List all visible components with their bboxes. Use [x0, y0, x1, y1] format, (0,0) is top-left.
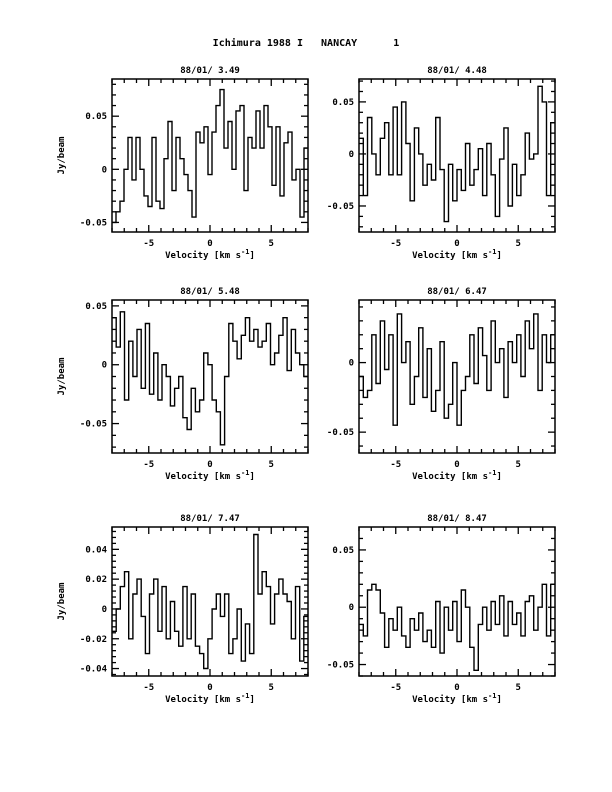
y-tick-label: 0.05	[332, 546, 354, 556]
y-tick-label: 0	[102, 361, 107, 371]
x-tick-label: 0	[207, 460, 212, 470]
panel-5: 88/01/ 7.47 -5 0 5 -0.04 -0.02 0 0.02 0.04 Veloci…	[57, 514, 309, 705]
y-tick-label: -0.02	[80, 635, 107, 645]
x-tick-label: -5	[143, 683, 154, 693]
y-tick-label: 0	[102, 165, 107, 175]
panel-title: 88/01/ 8.47	[427, 514, 487, 524]
panel-title: 88/01/ 5.48	[180, 287, 240, 297]
y-tick-label: -0.05	[327, 661, 354, 671]
panel-title: 88/01/ 7.47	[180, 514, 240, 524]
x-axis-label: Velocity [km s-1]	[412, 248, 502, 261]
x-axis-label: Velocity [km s-1]	[412, 692, 502, 705]
x-tick-label: 5	[516, 239, 521, 249]
plot-frame	[111, 78, 309, 233]
x-tick-label: 5	[516, 460, 521, 470]
x-tick-label: 5	[516, 683, 521, 693]
panel-1: 88/01/ 3.49 -5 0 5 -0.05 0 0.05 Velocity [km s-…	[57, 66, 309, 261]
spectrum-line	[359, 313, 555, 426]
x-axis-label: Velocity [km s-1]	[165, 248, 255, 261]
x-tick-label: -5	[143, 239, 154, 249]
y-tick-label: 0.02	[85, 575, 107, 585]
y-tick-label: 0	[102, 605, 107, 615]
x-tick-label: -5	[390, 239, 401, 249]
x-tick-label: 5	[269, 239, 274, 249]
figure-title: Ichimura 1988 I NANCAY 1	[212, 38, 400, 49]
panel-2: 88/01/ 4.48 -5 0 5 -0.05 0 0.05 Velocity [km s-…	[327, 66, 556, 261]
y-tick-label: -0.05	[80, 420, 107, 430]
x-tick-label: -5	[390, 683, 401, 693]
y-axis-label: Jy/beam	[57, 582, 67, 621]
panel-title: 88/01/ 6.47	[427, 287, 487, 297]
x-axis-label: Velocity [km s-1]	[412, 469, 502, 482]
spectrum-line	[359, 583, 555, 671]
panel-title: 88/01/ 3.49	[180, 66, 240, 76]
x-tick-label: 0	[454, 683, 459, 693]
panel-title: 88/01/ 4.48	[427, 66, 487, 76]
y-tick-label: -0.05	[327, 428, 354, 438]
x-axis-label: Velocity [km s-1]	[165, 469, 255, 482]
x-tick-label: 0	[454, 239, 459, 249]
x-tick-label: -5	[390, 460, 401, 470]
x-tick-label: 0	[454, 460, 459, 470]
y-tick-label: -0.05	[327, 202, 354, 212]
panel-6: 88/01/ 8.47 -5 0 5 -0.05 0 0.05 Velocity [km s-…	[327, 514, 556, 705]
y-tick-label: 0.05	[332, 98, 354, 108]
spectrum-line	[112, 88, 308, 224]
y-tick-label: -0.04	[80, 665, 108, 675]
y-tick-label: 0	[349, 359, 354, 369]
x-tick-label: 0	[207, 683, 212, 693]
y-tick-label: 0	[349, 150, 354, 160]
y-tick-label: 0.04	[85, 545, 107, 555]
spectrum-line	[112, 533, 308, 670]
x-tick-label: 5	[269, 460, 274, 470]
y-tick-label: -0.05	[80, 218, 107, 228]
x-tick-label: -5	[143, 460, 154, 470]
spectrum-line	[112, 311, 308, 446]
y-axis-label: Jy/beam	[57, 136, 67, 175]
x-tick-label: 5	[269, 683, 274, 693]
panel-3: 88/01/ 5.48 -5 0 5 -0.05 0 0.05 Velocity [km s-…	[57, 287, 309, 482]
x-axis-label: Velocity [km s-1]	[165, 692, 255, 705]
y-axis-label: Jy/beam	[57, 357, 67, 396]
spectrum-line	[359, 85, 555, 223]
y-tick-label: 0.05	[85, 302, 107, 312]
y-tick-label: 0.05	[85, 112, 107, 122]
y-tick-label: 0	[349, 603, 354, 613]
x-tick-label: 0	[207, 239, 212, 249]
